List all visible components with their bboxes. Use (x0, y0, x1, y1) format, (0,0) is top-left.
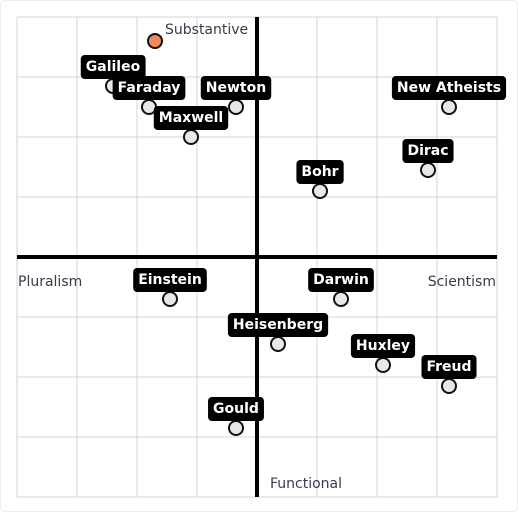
point-label-bg (391, 76, 507, 100)
axis-label-left: Pluralism (18, 274, 82, 290)
point-label: Freud (426, 359, 471, 375)
point-label-bg (402, 139, 454, 163)
point-marker (441, 99, 457, 115)
point-label: Einstein (138, 272, 202, 288)
point-label: Bohr (301, 164, 338, 180)
point-label-bg (208, 397, 264, 421)
point-label: Darwin (313, 272, 369, 288)
data-point: Heisenberg (227, 313, 329, 352)
point-label: Galileo (86, 59, 141, 75)
data-point: Einstein (133, 268, 207, 307)
axis-label-right: Scientism (428, 274, 496, 290)
point-label: Faraday (118, 80, 181, 96)
point-marker (228, 99, 244, 115)
point-label: Newton (206, 80, 266, 96)
data-point: Newton (200, 76, 272, 115)
point-label-bg (350, 334, 416, 358)
point-label: Heisenberg (233, 317, 323, 333)
point-marker (183, 129, 199, 145)
point-label-bg (421, 355, 477, 379)
point-label: Huxley (356, 338, 410, 354)
point-label-bg (200, 76, 272, 100)
point-label-bg (153, 106, 229, 130)
axis-label-bottom: Functional (270, 476, 342, 492)
point-label: Dirac (407, 143, 448, 159)
data-point: Bohr (296, 160, 344, 199)
point-label-bg (296, 160, 344, 184)
point-label-bg (80, 55, 146, 79)
data-points: Galileo Faraday Newton Maxwell New Atheists D… (80, 33, 507, 436)
point-marker (228, 420, 244, 436)
data-point: Maxwell (153, 106, 229, 145)
point-label: Gould (213, 401, 259, 417)
point-marker (312, 183, 328, 199)
axis-label-top: Substantive (165, 22, 248, 38)
data-point: New Atheists (391, 76, 507, 115)
point-label-bg (227, 313, 329, 337)
highlight-point-marker (147, 33, 163, 49)
data-point: Gould (208, 397, 264, 436)
data-point: Huxley (350, 334, 416, 373)
point-marker (441, 378, 457, 394)
data-point: Freud (421, 355, 477, 394)
point-label-bg (133, 268, 207, 292)
data-point: Dirac (402, 139, 454, 178)
point-marker (333, 291, 349, 307)
point-marker (162, 291, 178, 307)
point-marker (375, 357, 391, 373)
data-point: Faraday (112, 76, 186, 115)
point-label: New Atheists (397, 80, 501, 96)
point-label-bg (112, 76, 186, 100)
point-marker (420, 162, 436, 178)
data-point: Darwin (308, 268, 374, 307)
point-label-bg (308, 268, 374, 292)
point-marker (270, 336, 286, 352)
point-label: Maxwell (159, 110, 223, 126)
